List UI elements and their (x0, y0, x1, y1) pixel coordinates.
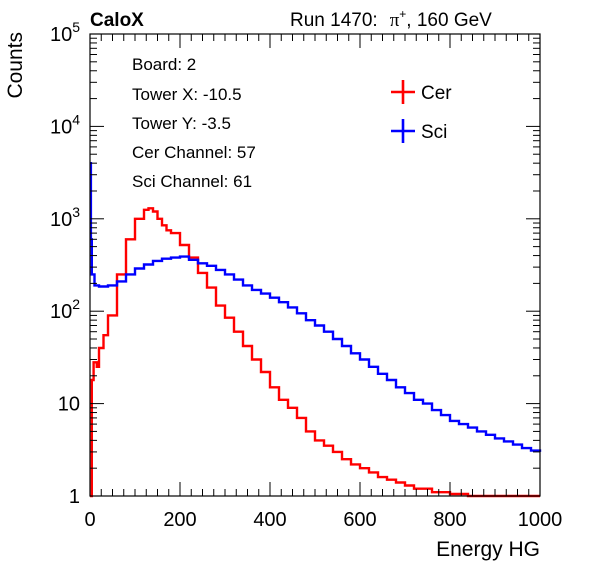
beam-energy: , 160 GeV (406, 10, 492, 31)
y-axis-title: Counts (4, 32, 27, 99)
axes-layer: 0 200 400 600 800 1000 1 10 102 103 104 105 (50, 19, 562, 531)
y-tick-label: 103 (50, 204, 80, 231)
legend-label-cer: Cer (421, 83, 452, 104)
run-prefix: Run 1470: (290, 10, 378, 31)
run-label: Run 1470: π+, 160 GeV (290, 7, 492, 31)
legend-label-sci: Sci (421, 122, 447, 143)
x-tick-label: 1000 (518, 509, 563, 531)
y-tick-label: 1 (69, 486, 80, 508)
x-tick-label: 600 (343, 509, 376, 531)
series-cer-line (90, 207, 540, 498)
series-sci-line (89, 162, 542, 452)
brand-label: CaloX (90, 10, 144, 31)
particle-symbol: π (390, 10, 400, 31)
x-tick-label: 200 (163, 509, 196, 531)
x-tick-label: 800 (433, 509, 466, 531)
x-tick-label: 0 (84, 509, 95, 531)
info-cer-channel: Cer Channel: 57 (132, 143, 256, 162)
y-tick-label: 104 (50, 111, 80, 138)
y-tick-label: 105 (50, 19, 80, 46)
x-axis-title: Energy HG (436, 538, 540, 561)
x-tick-label: 400 (253, 509, 286, 531)
series-layer (89, 162, 542, 498)
y-tick-label: 102 (50, 296, 80, 323)
particle-charge: + (399, 7, 406, 21)
info-tower-x: Tower X: -10.5 (132, 85, 242, 104)
y-tick-label: 10 (58, 394, 80, 416)
info-tower-y: Tower Y: -3.5 (132, 114, 231, 133)
info-sci-channel: Sci Channel: 61 (132, 172, 252, 191)
legend: Cer Sci (391, 80, 452, 143)
info-board: Board: 2 (132, 55, 196, 74)
